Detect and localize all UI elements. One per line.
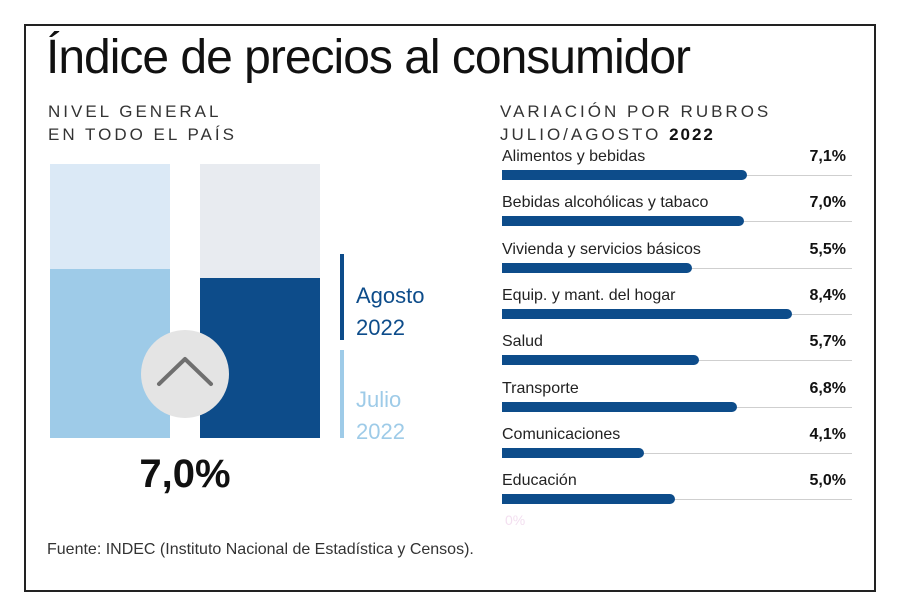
category-bar <box>502 262 692 273</box>
increase-badge <box>141 330 229 418</box>
category-value-label: 4,1% <box>809 425 846 443</box>
right-subtitle-period: JULIO/AGOSTO <box>500 125 662 144</box>
legend-agosto-year: 2022 <box>356 315 405 340</box>
category-label: Comunicaciones <box>502 425 621 443</box>
category-label: Vivienda y servicios básicos <box>502 240 701 258</box>
category-bar <box>502 447 644 458</box>
left-subtitle: NIVEL GENERAL EN TODO EL PAÍS <box>48 100 237 146</box>
category-row: Comunicaciones 4,1% <box>502 426 852 466</box>
category-row: Bebidas alcohólicas y tabaco 7,0% <box>502 194 852 234</box>
category-label: Alimentos y bebidas <box>502 148 646 165</box>
category-label: Salud <box>502 333 543 351</box>
category-bar <box>502 216 744 227</box>
chart-frame <box>24 24 876 592</box>
category-label: Bebidas alcohólicas y tabaco <box>502 194 709 212</box>
left-subtitle-line-2: EN TODO EL PAÍS <box>48 125 237 144</box>
legend-marker-julio <box>340 350 344 438</box>
legend-julio: Julio 2022 <box>356 384 405 448</box>
category-row: Alimentos y bebidas 7,1% <box>502 148 852 188</box>
zero-axis-label: 0% <box>505 512 526 528</box>
category-row: Transporte 6,8% <box>502 380 852 420</box>
legend-marker-agosto <box>340 254 344 340</box>
category-label: Educación <box>502 472 577 490</box>
category-baseline <box>502 452 852 454</box>
category-row: Equip. y mant. del hogar 8,4% <box>502 287 852 327</box>
category-value-label: 5,5% <box>809 240 846 258</box>
headline-value: 7,0% <box>139 452 231 496</box>
category-baseline <box>502 499 852 501</box>
category-value-label: 6,8% <box>809 379 846 397</box>
source-note: Fuente: INDEC (Instituto Nacional de Est… <box>47 541 474 558</box>
category-bar <box>502 355 699 366</box>
category-value-label: 7,1% <box>809 148 846 165</box>
category-value-label: 5,0% <box>809 472 846 490</box>
legend-agosto: Agosto 2022 <box>356 280 425 344</box>
category-row: Educación 5,0% <box>502 472 852 512</box>
right-subtitle-line-2: JULIO/AGOSTO 2022 <box>500 123 771 146</box>
category-bar <box>502 401 737 412</box>
chevron-up-icon <box>157 357 213 386</box>
category-value-label: 7,0% <box>809 194 846 212</box>
legend-agosto-month: Agosto <box>356 283 425 308</box>
right-subtitle-year: 2022 <box>669 125 715 144</box>
right-subtitle: VARIACIÓN POR RUBROS JULIO/AGOSTO 2022 <box>500 100 771 146</box>
right-subtitle-line-1: VARIACIÓN POR RUBROS <box>500 102 772 121</box>
category-label: Equip. y mant. del hogar <box>502 286 676 304</box>
category-bar <box>502 308 792 319</box>
category-value-label: 5,7% <box>809 333 846 351</box>
category-bar <box>502 170 748 180</box>
category-value-label: 8,4% <box>809 286 846 304</box>
legend-julio-year: 2022 <box>356 419 405 444</box>
left-subtitle-line-1: NIVEL GENERAL <box>48 102 222 121</box>
page-title: Índice de precios al consumidor <box>46 31 691 84</box>
category-label: Transporte <box>502 379 579 397</box>
category-row: Vivienda y servicios básicos 5,5% <box>502 241 852 281</box>
category-row: Salud 5,7% <box>502 333 852 373</box>
category-bar <box>502 494 675 505</box>
legend-julio-month: Julio <box>356 387 402 412</box>
